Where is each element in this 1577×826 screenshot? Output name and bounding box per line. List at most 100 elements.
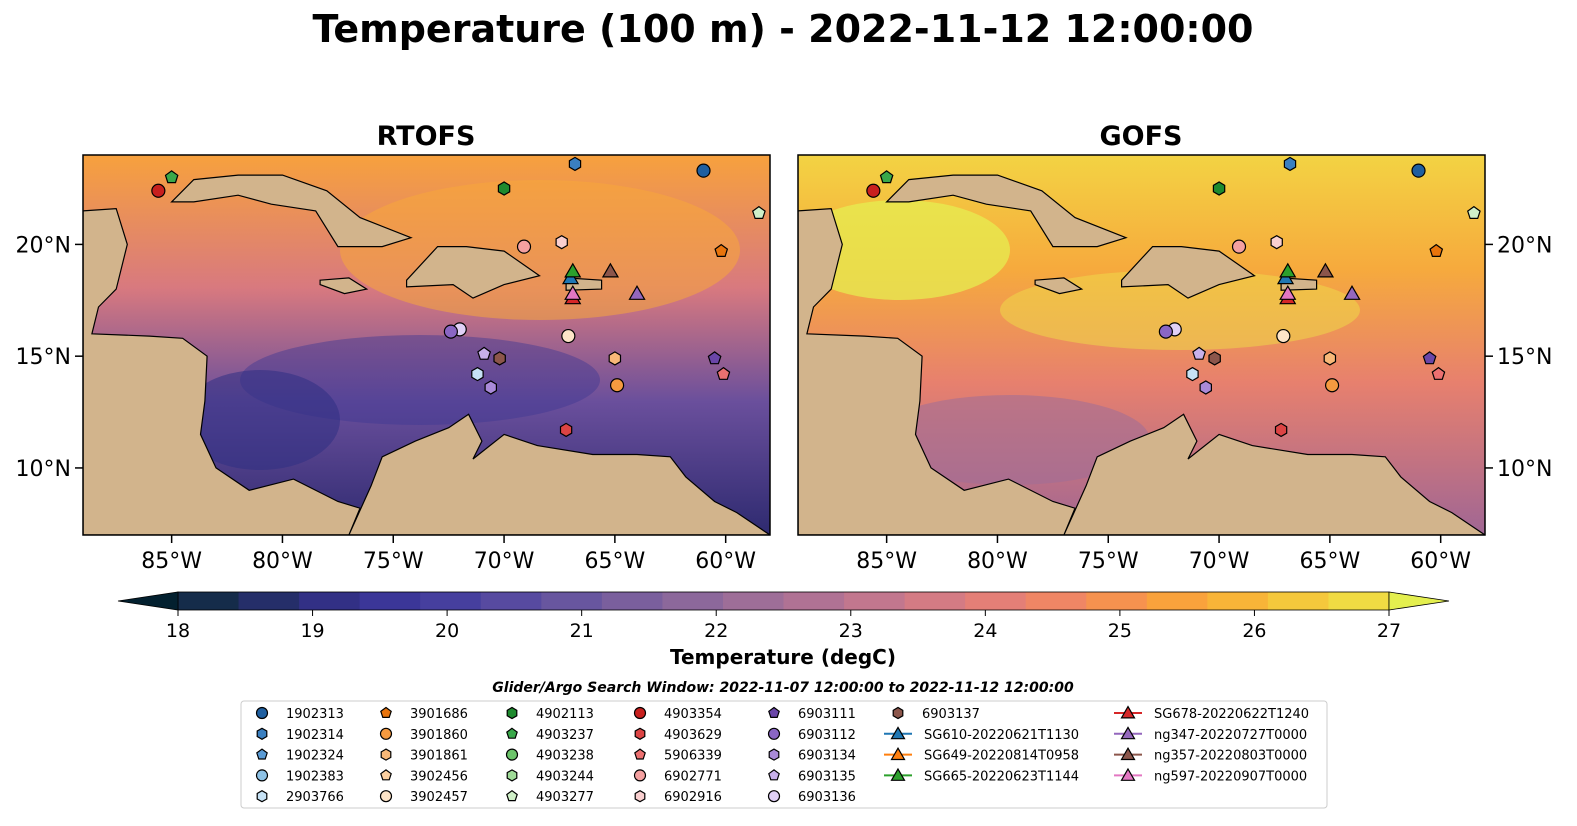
legend-marker xyxy=(1120,767,1136,781)
colorbar-segment xyxy=(541,592,603,610)
colorbar-segment xyxy=(238,592,300,610)
legend-entry: 6902916 xyxy=(634,790,722,805)
lon-tick-label: 85°W xyxy=(856,549,917,574)
colorbar-segment xyxy=(420,592,482,610)
legend-entry: SG649-20220814T0958 xyxy=(884,746,1079,764)
colorbar-segment xyxy=(722,592,785,610)
platform-markers xyxy=(866,156,1481,438)
legend-label: 4903237 xyxy=(536,728,594,743)
platform-marker xyxy=(1186,366,1199,382)
legend-entry: 2903766 xyxy=(256,790,344,805)
colorbar-tick-label: 27 xyxy=(1377,620,1401,642)
legend-label: SG649-20220814T0958 xyxy=(924,749,1079,764)
legend-entry: 1902383 xyxy=(255,769,344,784)
platform-marker xyxy=(497,181,511,196)
colorbar-segment xyxy=(965,592,1027,610)
platform-marker xyxy=(443,324,458,339)
lon-tick-label: 65°W xyxy=(584,549,645,574)
legend-marker xyxy=(634,790,646,803)
platform-marker xyxy=(1316,262,1335,278)
legend-entry: 6903112 xyxy=(767,727,856,743)
search-window-label: Glider/Argo Search Window: 2022-11-07 12… xyxy=(492,680,1074,696)
platform-marker xyxy=(1343,284,1361,300)
legend-entry: 3902457 xyxy=(379,790,468,805)
legend-entry: 3901686 xyxy=(380,706,468,722)
legend-entry: ng597-20220907T0000 xyxy=(1114,767,1307,784)
platform-marker xyxy=(1323,351,1337,366)
legend-entry: 1902313 xyxy=(255,706,344,722)
lon-tick-label: 80°W xyxy=(967,549,1028,574)
platform-markers xyxy=(151,156,766,438)
colorbar-tick-label: 25 xyxy=(1108,620,1132,642)
lon-tick-label: 85°W xyxy=(141,549,202,574)
legend-entry: 3901861 xyxy=(380,748,468,764)
legend-label: 4903277 xyxy=(536,790,594,805)
legend-marker xyxy=(255,769,269,782)
legend-label: 6903135 xyxy=(798,769,856,784)
legend-marker xyxy=(633,769,647,782)
lat-tick-label: 15°N xyxy=(16,345,71,370)
platform-marker xyxy=(879,170,894,184)
legend-marker xyxy=(506,727,518,739)
platform-marker xyxy=(568,156,582,172)
platform-marker xyxy=(493,351,506,366)
legend-marker xyxy=(379,727,393,740)
legend-entry: 4903354 xyxy=(633,706,722,722)
colorbar-extend-high xyxy=(1388,591,1450,611)
platform-marker xyxy=(564,262,582,278)
legend-label: 3901860 xyxy=(410,728,468,743)
legend-marker xyxy=(506,706,518,720)
colorbar-segment xyxy=(1267,592,1330,610)
legend-marker xyxy=(634,748,646,760)
legend-entry: 4903237 xyxy=(506,727,594,743)
legend-label: 4903354 xyxy=(664,707,722,722)
legend-marker xyxy=(379,790,393,803)
legend-entry: ng347-20220727T0000 xyxy=(1114,726,1307,743)
platform-marker xyxy=(151,183,166,198)
platform-marker xyxy=(1274,422,1288,438)
platform-marker xyxy=(484,380,497,395)
legend-entry: 6903136 xyxy=(767,790,856,805)
legend-entry: 4903238 xyxy=(505,748,594,764)
lat-tick-label: 15°N xyxy=(1497,345,1552,370)
legend-entry: 6903135 xyxy=(768,769,856,784)
legend-label: 6903136 xyxy=(798,790,856,805)
platform-marker xyxy=(1231,239,1247,254)
platform-marker xyxy=(1279,262,1297,278)
colorbar-extend-low xyxy=(117,591,179,611)
land-mass xyxy=(83,174,770,535)
platform-marker xyxy=(1208,351,1221,366)
colorbar-tick-label: 21 xyxy=(570,620,594,642)
legend-marker xyxy=(380,748,392,761)
platform-marker xyxy=(714,243,729,257)
legend-marker xyxy=(506,769,518,782)
lon-tick-label: 75°W xyxy=(363,549,424,574)
platform-marker xyxy=(164,170,179,184)
lat-tick-label: 10°N xyxy=(16,457,71,482)
platform-marker xyxy=(516,239,532,254)
legend-marker xyxy=(767,727,781,740)
legend-marker xyxy=(890,767,906,781)
platform-marker xyxy=(1283,156,1297,172)
legend-entry: 6903111 xyxy=(768,706,856,722)
legend-label: SG678-20220622T1240 xyxy=(1154,707,1309,722)
legend-label: 3901686 xyxy=(410,707,468,722)
platform-marker xyxy=(1324,378,1340,393)
colorbar-segment xyxy=(904,592,966,610)
platform-marker xyxy=(696,163,711,178)
legend-label: 3902456 xyxy=(410,769,468,784)
legend-marker xyxy=(506,789,518,802)
lat-axis: 10°N 15°N 20°N xyxy=(16,233,83,482)
legend-entry: SG678-20220622T1240 xyxy=(1114,705,1309,722)
legend-label: 1902313 xyxy=(286,707,344,722)
platform-marker xyxy=(609,378,625,393)
legend-entry: 6902771 xyxy=(633,769,722,784)
platform-marker xyxy=(555,235,568,250)
legend-entry: 1902314 xyxy=(256,727,344,743)
legend-label: 1902324 xyxy=(286,749,344,764)
legend-entry: 4903629 xyxy=(634,727,722,743)
legend-label: 1902314 xyxy=(286,728,344,743)
colorbar-segment xyxy=(783,592,845,610)
legend-entry: 4903244 xyxy=(506,769,594,784)
colorbar-tick-label: 19 xyxy=(300,620,324,642)
